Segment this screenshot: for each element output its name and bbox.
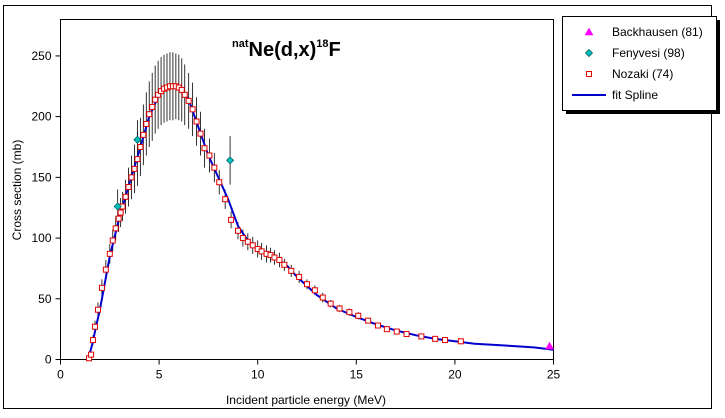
nozaki-point — [311, 287, 318, 294]
legend: Backhausen (81) Fenyvesi (98) Nozaki (74) f… — [562, 16, 720, 114]
nozaki-point — [189, 106, 196, 113]
nozaki-point — [418, 333, 425, 340]
y-tick-label: 150 — [31, 170, 51, 184]
x-tick-label: 0 — [57, 368, 64, 382]
fenyvesi-point — [226, 156, 235, 165]
nozaki-point — [112, 225, 119, 232]
nozaki-point — [222, 196, 229, 203]
nozaki-point — [403, 331, 410, 337]
x-tick-label: 25 — [547, 368, 561, 382]
nozaki-point — [185, 97, 192, 104]
nozaki-point — [271, 254, 278, 261]
nozaki-point — [374, 322, 381, 329]
nozaki-point — [98, 284, 105, 291]
nozaki-point — [393, 328, 400, 335]
nozaki-point — [92, 323, 99, 330]
nozaki-point — [128, 174, 135, 181]
nozaki-point — [258, 248, 265, 255]
nozaki-point — [383, 326, 390, 333]
nozaki-point — [140, 131, 147, 138]
legend-fit-label: fit Spline — [612, 88, 658, 102]
nozaki-point — [94, 306, 101, 313]
nozaki-point — [193, 118, 200, 125]
nozaki-point — [143, 120, 150, 127]
nozaki-point — [457, 338, 464, 345]
legend-fenyvesi-marker — [584, 48, 594, 58]
backhausen-point — [545, 341, 554, 350]
plot-area — [60, 19, 554, 360]
chart-title-main: Ne(d,x) — [249, 39, 317, 61]
nozaki-point — [109, 237, 116, 244]
x-tick-label: 15 — [350, 368, 364, 382]
y-tick-label: 250 — [31, 49, 51, 63]
nozaki-point — [327, 300, 334, 307]
nozaki-point — [146, 111, 153, 118]
nozaki-point — [365, 317, 372, 324]
nozaki-point — [201, 145, 208, 152]
nozaki-point — [178, 86, 185, 93]
nozaki-point — [355, 312, 362, 319]
legend-nozaki-marker — [586, 71, 592, 77]
nozaki-point — [216, 179, 223, 186]
chart-title: natNe(d,x)18F — [232, 38, 341, 61]
nozaki-point — [149, 103, 156, 110]
nozaki-point — [432, 335, 439, 342]
nozaki-point — [152, 96, 159, 103]
nozaki-point — [102, 266, 109, 273]
legend-backhausen-label: Backhausen (81) — [612, 25, 703, 39]
legend-fenyvesi-label: Fenyvesi (98) — [612, 46, 685, 60]
nozaki-point — [137, 144, 144, 150]
nozaki-point — [134, 156, 141, 163]
nozaki-point — [131, 165, 138, 172]
y-tick-label: 0 — [45, 353, 52, 367]
chart-title-superscript: 18 — [316, 38, 328, 50]
y-tick-label: 100 — [31, 231, 51, 245]
nozaki-point — [296, 273, 303, 280]
nozaki-point — [244, 238, 251, 245]
y-axis-label: Cross section (mb) — [10, 140, 24, 241]
plot-marks — [86, 52, 554, 362]
nozaki-point — [304, 281, 310, 288]
nozaki-point — [106, 250, 113, 257]
nozaki-point — [249, 242, 256, 249]
chart-title-prefix: nat — [232, 38, 249, 50]
nozaki-point — [125, 184, 132, 191]
nozaki-point — [336, 305, 343, 312]
legend-backhausen-marker — [584, 27, 594, 36]
x-tick-label: 5 — [156, 368, 163, 382]
nozaki-point — [88, 351, 95, 358]
nozaki-point — [281, 261, 288, 268]
fenyvesi-point — [133, 135, 142, 144]
legend-items: Backhausen (81) Fenyvesi (98) Nozaki (74) f… — [572, 25, 703, 102]
nozaki-point — [90, 337, 97, 344]
nozaki-point — [115, 215, 122, 222]
nozaki-point — [181, 91, 188, 98]
nozaki-point — [319, 294, 326, 301]
x-axis-label: Incident particle energy (MeV) — [226, 393, 386, 407]
nozaki-point — [234, 227, 241, 234]
nozaki-point — [239, 235, 246, 242]
nozaki-point — [442, 337, 449, 344]
y-tick-label: 50 — [38, 292, 52, 306]
y-tick-label: 200 — [31, 110, 51, 124]
x-tick-label: 20 — [448, 368, 462, 382]
x-tick-label: 10 — [251, 368, 265, 382]
nozaki-point — [276, 256, 283, 263]
nozaki-point — [228, 216, 235, 223]
nozaki-point — [288, 267, 295, 274]
nozaki-point — [206, 152, 213, 159]
nozaki-point — [346, 309, 353, 316]
nozaki-point — [211, 164, 218, 171]
chart-title-suffix: F — [329, 39, 341, 61]
nozaki-point — [117, 209, 124, 216]
legend-nozaki-label: Nozaki (74) — [612, 67, 673, 81]
fenyvesi-point — [113, 202, 122, 211]
nozaki-point — [197, 130, 204, 137]
nozaki-point — [122, 193, 129, 200]
